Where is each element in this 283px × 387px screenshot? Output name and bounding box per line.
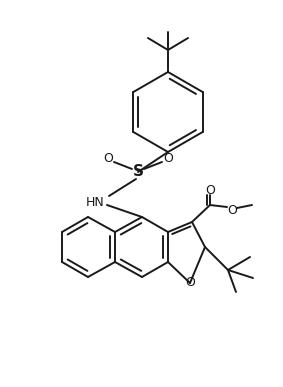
Text: O: O [227,204,237,216]
Text: O: O [185,276,195,289]
Text: O: O [163,151,173,164]
Text: S: S [132,164,143,180]
Text: O: O [103,151,113,164]
Text: O: O [205,183,215,197]
Text: HN: HN [86,195,104,209]
